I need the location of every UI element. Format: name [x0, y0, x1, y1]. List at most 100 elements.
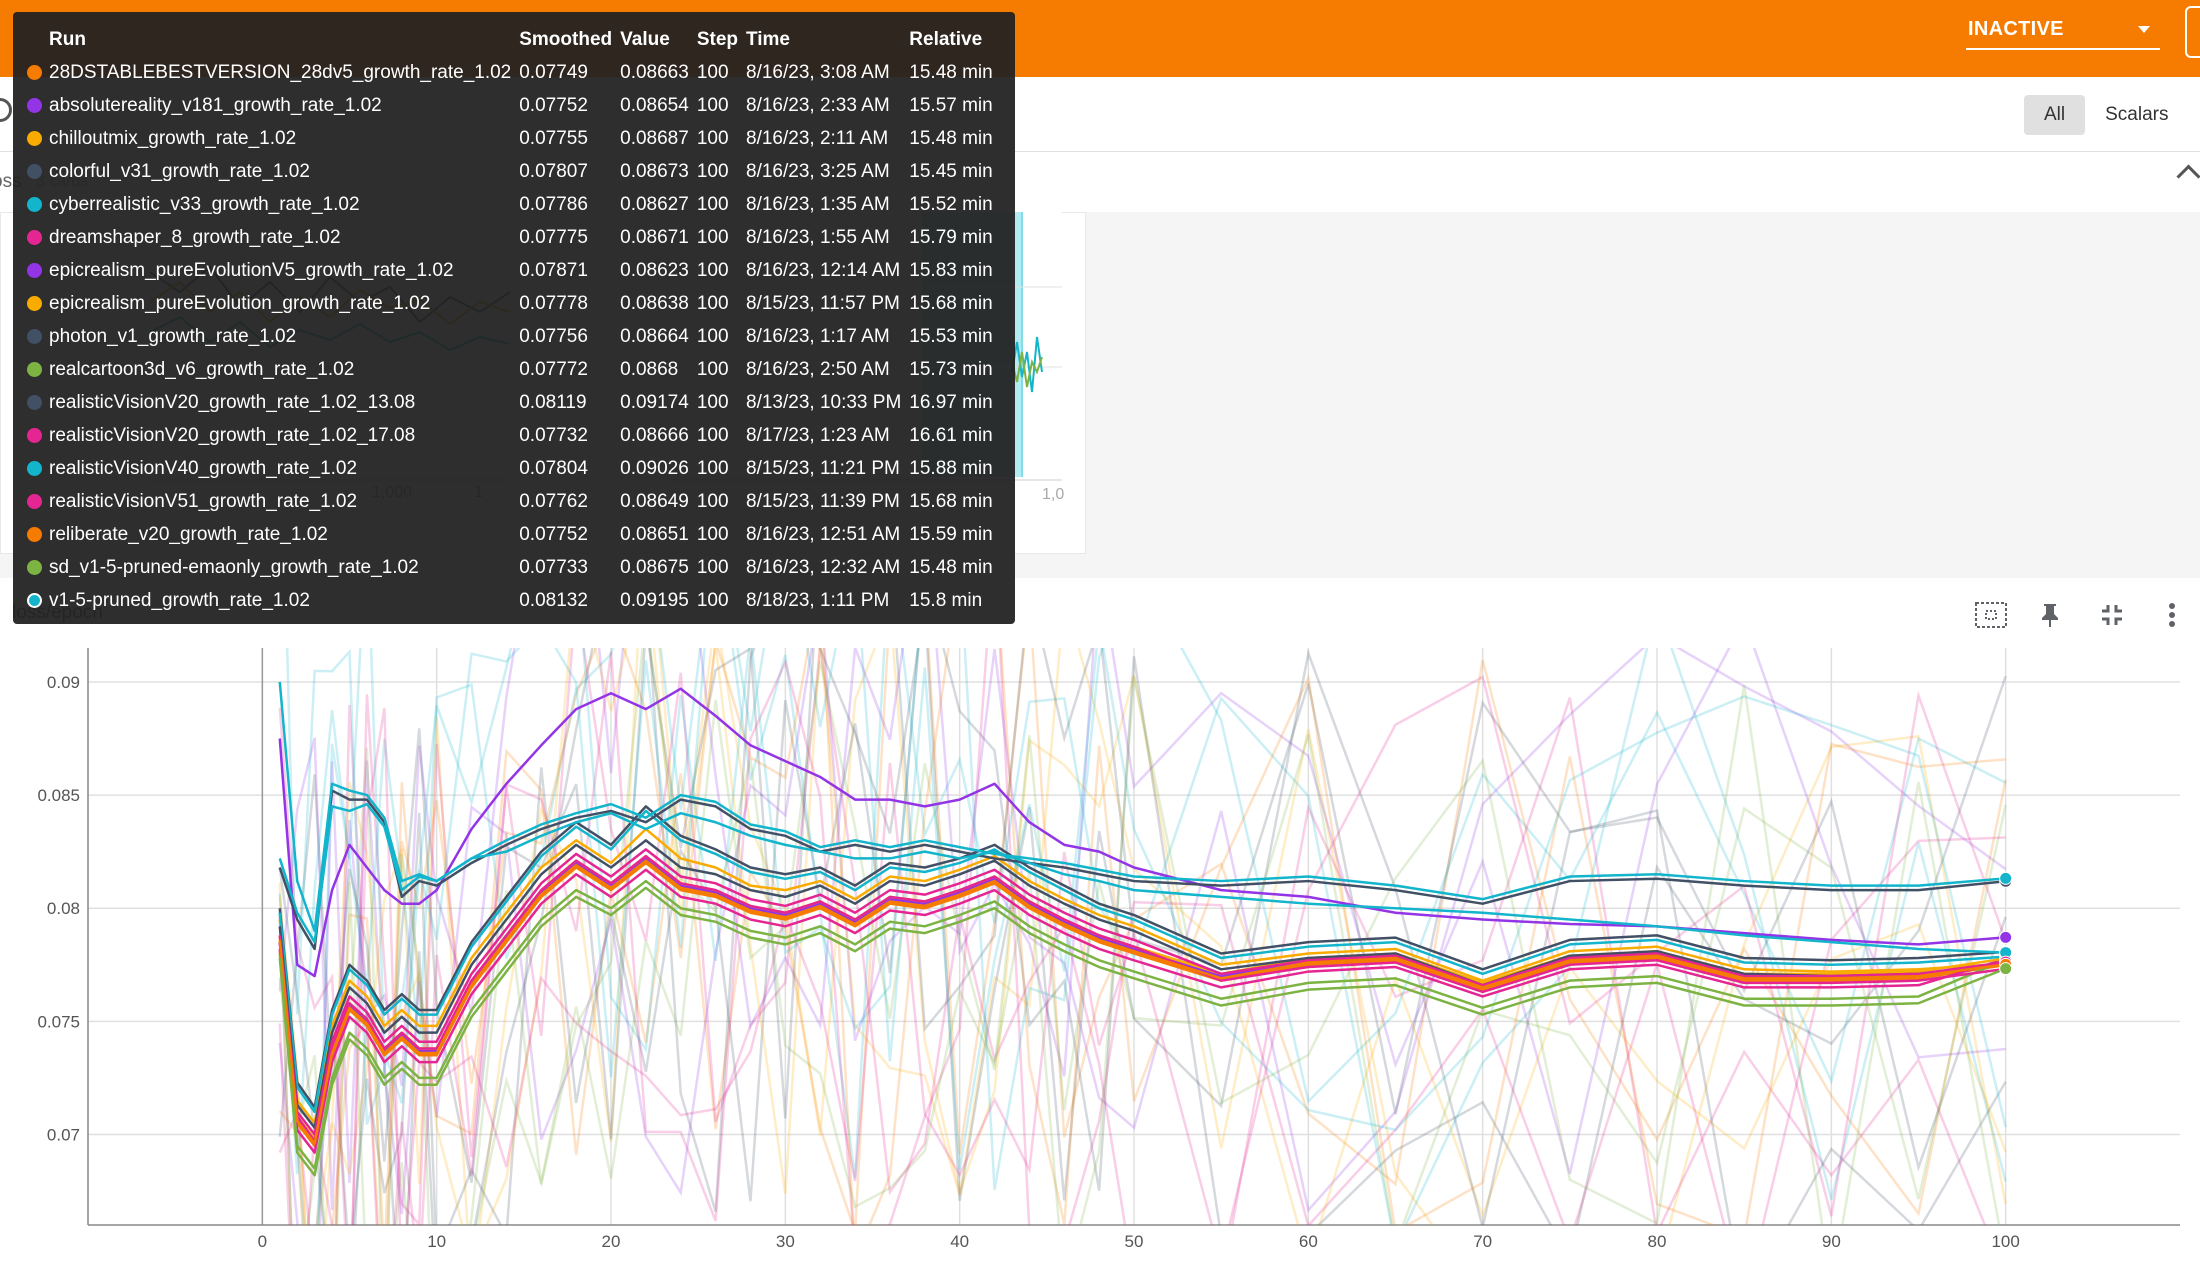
y-tick-label: 0.08 — [47, 899, 80, 918]
tooltip-cell-relative: 15.68 min — [909, 490, 993, 512]
mode-select-dropdown[interactable]: INACTIVE — [1966, 10, 2160, 50]
tooltip-cell-step: 100 — [696, 490, 729, 512]
tooltip-cell-smoothed: 0.07778 — [519, 292, 588, 314]
tooltip-rows: 28DSTABLEBESTVERSION_28dv5_growth_rate_1… — [27, 56, 1001, 617]
tooltip-row-dot-cell — [27, 551, 49, 584]
tooltip-row-dot-cell — [27, 320, 49, 353]
tooltip-cell-time: 8/13/23, 10:33 PM — [746, 391, 902, 413]
tooltip-row-dot-cell — [27, 287, 49, 320]
tooltip-row: sd_v1-5-pruned-emaonly_growth_rate_1.02 0… — [27, 551, 1001, 584]
tooltip-row: cyberrealistic_v33_growth_rate_1.02 0.077… — [27, 188, 1001, 221]
tooltip-cell-run: realisticVisionV20_growth_rate_1.02_13.0… — [49, 391, 416, 413]
tooltip-cell-smoothed: 0.07871 — [519, 259, 588, 281]
raw-series-line — [278, 648, 2007, 1225]
fit-screen-icon — [1975, 602, 2007, 628]
tooltip-cell-relative: 16.97 min — [909, 391, 993, 413]
tooltip-row: epicrealism_pureEvolution_growth_rate_1.… — [27, 287, 1001, 320]
tooltip-cell-smoothed: 0.07752 — [519, 523, 588, 545]
tooltip-cell-relative: 15.45 min — [909, 160, 993, 182]
tooltip-row-dot-cell — [27, 89, 49, 122]
x-tick-label: 100 — [1991, 1232, 2019, 1251]
run-color-dot — [27, 592, 42, 608]
tooltip-cell-time: 8/16/23, 12:14 AM — [746, 259, 901, 281]
more-vert-icon — [2169, 603, 2175, 627]
run-color-dot — [27, 427, 42, 443]
tooltip-cell-value: 0.08664 — [620, 325, 689, 347]
tooltip-cell-relative: 15.52 min — [909, 193, 993, 215]
fit-domain-button[interactable] — [1974, 598, 2008, 632]
run-color-dot — [27, 130, 42, 146]
run-color-dot — [27, 328, 42, 344]
tooltip-cell-value: 0.09174 — [620, 391, 689, 413]
tooltip-cell-value: 0.08663 — [620, 61, 689, 83]
tooltip-cell-value: 0.08649 — [620, 490, 689, 512]
tooltip-cell-value: 0.08666 — [620, 424, 689, 446]
tooltip-header-dot — [27, 23, 49, 56]
tooltip-cell-time: 8/16/23, 2:33 AM — [746, 94, 890, 116]
tooltip-row-dot-cell — [27, 122, 49, 155]
raw-series-line — [278, 648, 2007, 1225]
tooltip-row: realisticVisionV20_growth_rate_1.02_17.0… — [27, 419, 1001, 452]
tooltip-row-dot-cell — [27, 353, 49, 386]
collapse-card-button[interactable] — [2095, 598, 2129, 632]
tooltip-row-dot-cell — [27, 518, 49, 551]
series-line — [278, 793, 2006, 944]
tooltip-cell-time: 8/16/23, 12:32 AM — [746, 556, 901, 578]
x-tick-label: 30 — [776, 1232, 795, 1251]
tooltip-cell-run: cyberrealistic_v33_growth_rate_1.02 — [49, 193, 360, 215]
tooltip-cell-relative: 15.73 min — [909, 358, 993, 380]
tooltip-cell-smoothed: 0.08119 — [519, 391, 587, 413]
tooltip-cell-relative: 15.48 min — [909, 127, 993, 149]
series-line — [278, 886, 2007, 1177]
card-menu-button[interactable] — [2155, 598, 2189, 632]
tooltip-cell-value: 0.09026 — [620, 457, 689, 479]
tooltip-cell-run: photon_v1_growth_rate_1.02 — [49, 325, 297, 347]
tooltip-cell-time: 8/16/23, 1:35 AM — [746, 193, 890, 215]
tooltip-row-dot-cell — [27, 452, 49, 485]
header-edge-button[interactable] — [2185, 6, 2200, 58]
tooltip-col-time: Time — [746, 28, 791, 50]
series-line — [278, 854, 2006, 1143]
tooltip-cell-relative: 15.57 min — [909, 94, 993, 116]
tooltip-cell-value: 0.08687 — [620, 127, 689, 149]
tooltip-cell-time: 8/16/23, 2:50 AM — [746, 358, 890, 380]
tooltip-cell-time: 8/18/23, 1:11 PM — [746, 589, 890, 611]
tooltip-cell-value: 0.08673 — [620, 160, 689, 182]
tooltip-cell-relative: 15.59 min — [909, 523, 993, 545]
tooltip-row: realisticVisionV40_growth_rate_1.02 0.078… — [27, 452, 1001, 485]
x-tick-label: 60 — [1299, 1232, 1318, 1251]
series-line — [278, 681, 2006, 954]
tooltip-col-run: Run — [49, 28, 86, 50]
tooltip-cell-step: 100 — [696, 391, 729, 413]
loss-epoch-line-chart[interactable]: 0.07 0.075 0.08 0.085 0.09 0 10 20 30 40 50 60 70 80 9… — [0, 640, 2200, 1270]
tooltip-cell-step: 100 — [696, 589, 729, 611]
tooltip-cell-smoothed: 0.07756 — [519, 325, 588, 347]
tooltip-row-dot-cell — [27, 56, 49, 89]
tooltip-header-row: Run Smoothed Value Step Time Relative — [27, 23, 1001, 56]
pin-card-button[interactable] — [2033, 598, 2067, 632]
tooltip-cell-value: 0.08654 — [620, 94, 689, 116]
series-line — [278, 848, 2006, 1136]
tooltip-cell-run: realisticVisionV51_growth_rate_1.02 — [49, 490, 358, 512]
tooltip-row: v1-5-pruned_growth_rate_1.02 0.08132 0.091… — [27, 584, 1001, 617]
tooltip-cell-run: epicrealism_pureEvolution_growth_rate_1.… — [49, 292, 431, 314]
tooltip-cell-time: 8/16/23, 2:11 AM — [746, 127, 889, 149]
run-color-dot — [27, 460, 42, 476]
x-tick-label: 90 — [1822, 1232, 1841, 1251]
tooltip-cell-smoothed: 0.07732 — [519, 424, 588, 446]
tooltip-row-dot-cell — [27, 221, 49, 254]
tooltip-cell-time: 8/16/23, 1:17 AM — [746, 325, 890, 347]
tooltip-row-dot-cell — [27, 485, 49, 518]
tooltip-cell-smoothed: 0.08132 — [519, 589, 588, 611]
tooltip-cell-time: 8/16/23, 1:55 AM — [746, 226, 890, 248]
filter-scalars-button[interactable]: Scalars — [2105, 104, 2169, 125]
x-tick-label: 40 — [950, 1232, 969, 1251]
tooltip-cell-step: 100 — [696, 226, 729, 248]
raw-series-line — [278, 648, 2007, 1225]
tooltip-row: realcartoon3d_v6_growth_rate_1.02 0.07772… — [27, 353, 1001, 386]
tooltip-row: colorful_v31_growth_rate_1.02 0.07807 0.08… — [27, 155, 1001, 188]
filter-all-button[interactable]: All — [2024, 95, 2086, 135]
series-end-point — [1999, 871, 2013, 885]
tooltip-row-dot-cell — [27, 584, 49, 617]
run-color-dot — [27, 196, 42, 212]
